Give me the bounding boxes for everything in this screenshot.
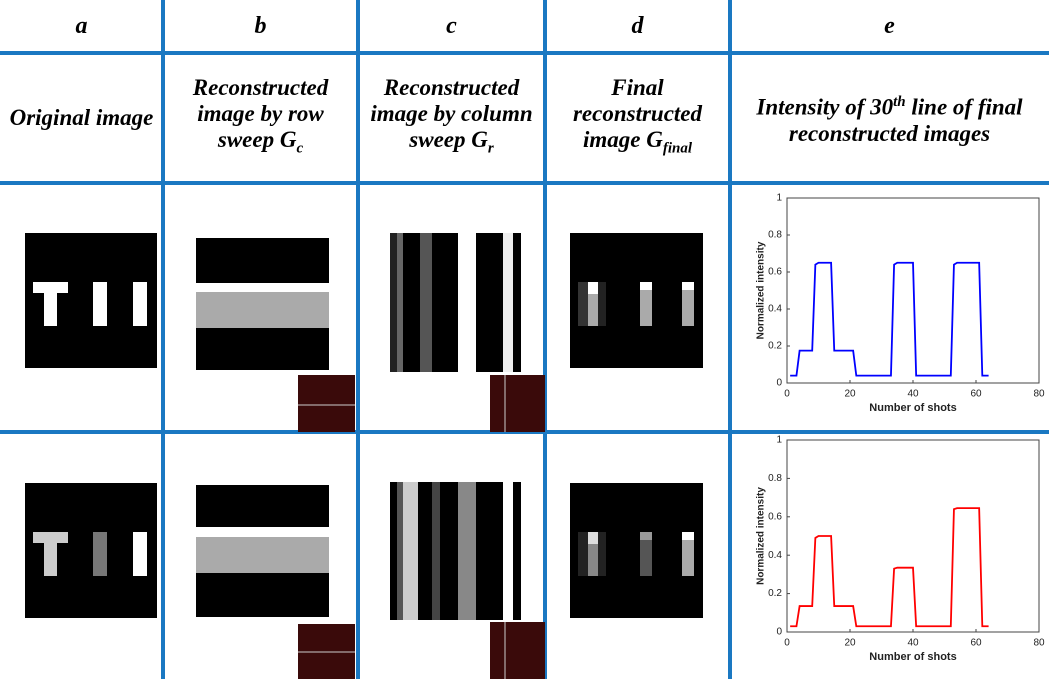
column-letter-text: b xyxy=(255,13,267,40)
y-tick-label: 0.8 xyxy=(768,473,782,484)
title-text: Final reconstructed image Gfinal xyxy=(551,75,724,162)
x-tick-label: 20 xyxy=(844,638,856,649)
title-main: Original image xyxy=(10,105,154,130)
column-letter: d xyxy=(545,0,730,52)
column-letter-text: d xyxy=(632,13,644,40)
title-text: Reconstructed image by column sweep Gr xyxy=(364,75,539,162)
x-tick-label: 60 xyxy=(970,638,982,649)
title-main: Reconstructed image by column sweep G xyxy=(370,75,532,152)
column-letter: b xyxy=(163,0,358,52)
column-letter: a xyxy=(0,0,163,52)
title-superscript: th xyxy=(893,94,906,110)
column-sweep-image xyxy=(390,233,545,432)
x-tick-label: 0 xyxy=(784,638,790,649)
column-letter: c xyxy=(358,0,545,52)
final-image xyxy=(570,233,703,368)
y-axis-label: Normalized intensity xyxy=(756,487,767,585)
y-tick-label: 0.6 xyxy=(768,267,782,278)
column-letter-text: a xyxy=(76,13,88,40)
title-subscript: r xyxy=(488,140,494,156)
y-tick-label: 0.8 xyxy=(768,230,782,241)
title-text: Intensity of 30th line of final reconstr… xyxy=(736,89,1043,147)
column-title: Reconstructed image by row sweep Gc xyxy=(163,55,358,181)
line-chart: 0 0.2 0.4 0.6 0.8 1 0 20 40 60 80 Number of shots No… xyxy=(756,435,1045,663)
y-tick-label: 0.6 xyxy=(768,511,782,522)
x-tick-label: 40 xyxy=(907,638,919,649)
y-tick-label: 0.2 xyxy=(768,341,782,352)
x-tick-label: 80 xyxy=(1033,638,1045,649)
final-image xyxy=(570,483,703,618)
column-title: Original image xyxy=(0,55,163,181)
title-text: Original image xyxy=(10,105,154,131)
column-title: Intensity of 30th line of final reconstr… xyxy=(730,55,1049,181)
x-tick-label: 80 xyxy=(1033,389,1045,400)
y-tick-label: 0 xyxy=(776,627,782,638)
y-axis-label: Normalized intensity xyxy=(756,241,767,339)
y-tick-label: 0 xyxy=(776,378,782,389)
column-sweep-image xyxy=(390,482,545,679)
x-tick-label: 60 xyxy=(970,389,982,400)
x-tick-label: 20 xyxy=(844,389,856,400)
row-sweep-image xyxy=(196,485,355,679)
column-letter: e xyxy=(730,0,1049,52)
column-title: Reconstructed image by column sweep Gr xyxy=(358,55,545,181)
column-letter-text: e xyxy=(884,13,895,40)
title-text: Reconstructed image by row sweep Gc xyxy=(169,75,352,162)
row-sweep-image xyxy=(196,238,355,432)
y-tick-label: 0.4 xyxy=(768,304,782,315)
title-subscript: final xyxy=(663,140,692,156)
title-main: Intensity of 30 xyxy=(756,95,893,120)
x-axis-label: Number of shots xyxy=(869,651,956,663)
title-subscript: c xyxy=(296,140,303,156)
y-tick-label: 0.4 xyxy=(768,550,782,561)
x-tick-label: 40 xyxy=(907,389,919,400)
column-title: Final reconstructed image Gfinal xyxy=(545,55,730,181)
original-image xyxy=(25,233,157,368)
title-main: Reconstructed image by row sweep G xyxy=(193,75,328,152)
x-tick-label: 0 xyxy=(784,389,790,400)
y-tick-label: 1 xyxy=(776,193,782,204)
line-chart: 0 0.2 0.4 0.6 0.8 1 0 20 40 60 80 Number of shots No… xyxy=(756,193,1045,414)
figure: 0 0.2 0.4 0.6 0.8 1 0 20 40 60 80 Number of shots No… xyxy=(0,0,1049,679)
x-axis-label: Number of shots xyxy=(869,402,956,414)
column-letter-text: c xyxy=(446,13,457,40)
y-tick-label: 0.2 xyxy=(768,588,782,599)
original-image xyxy=(25,483,157,618)
y-tick-label: 1 xyxy=(776,435,782,446)
